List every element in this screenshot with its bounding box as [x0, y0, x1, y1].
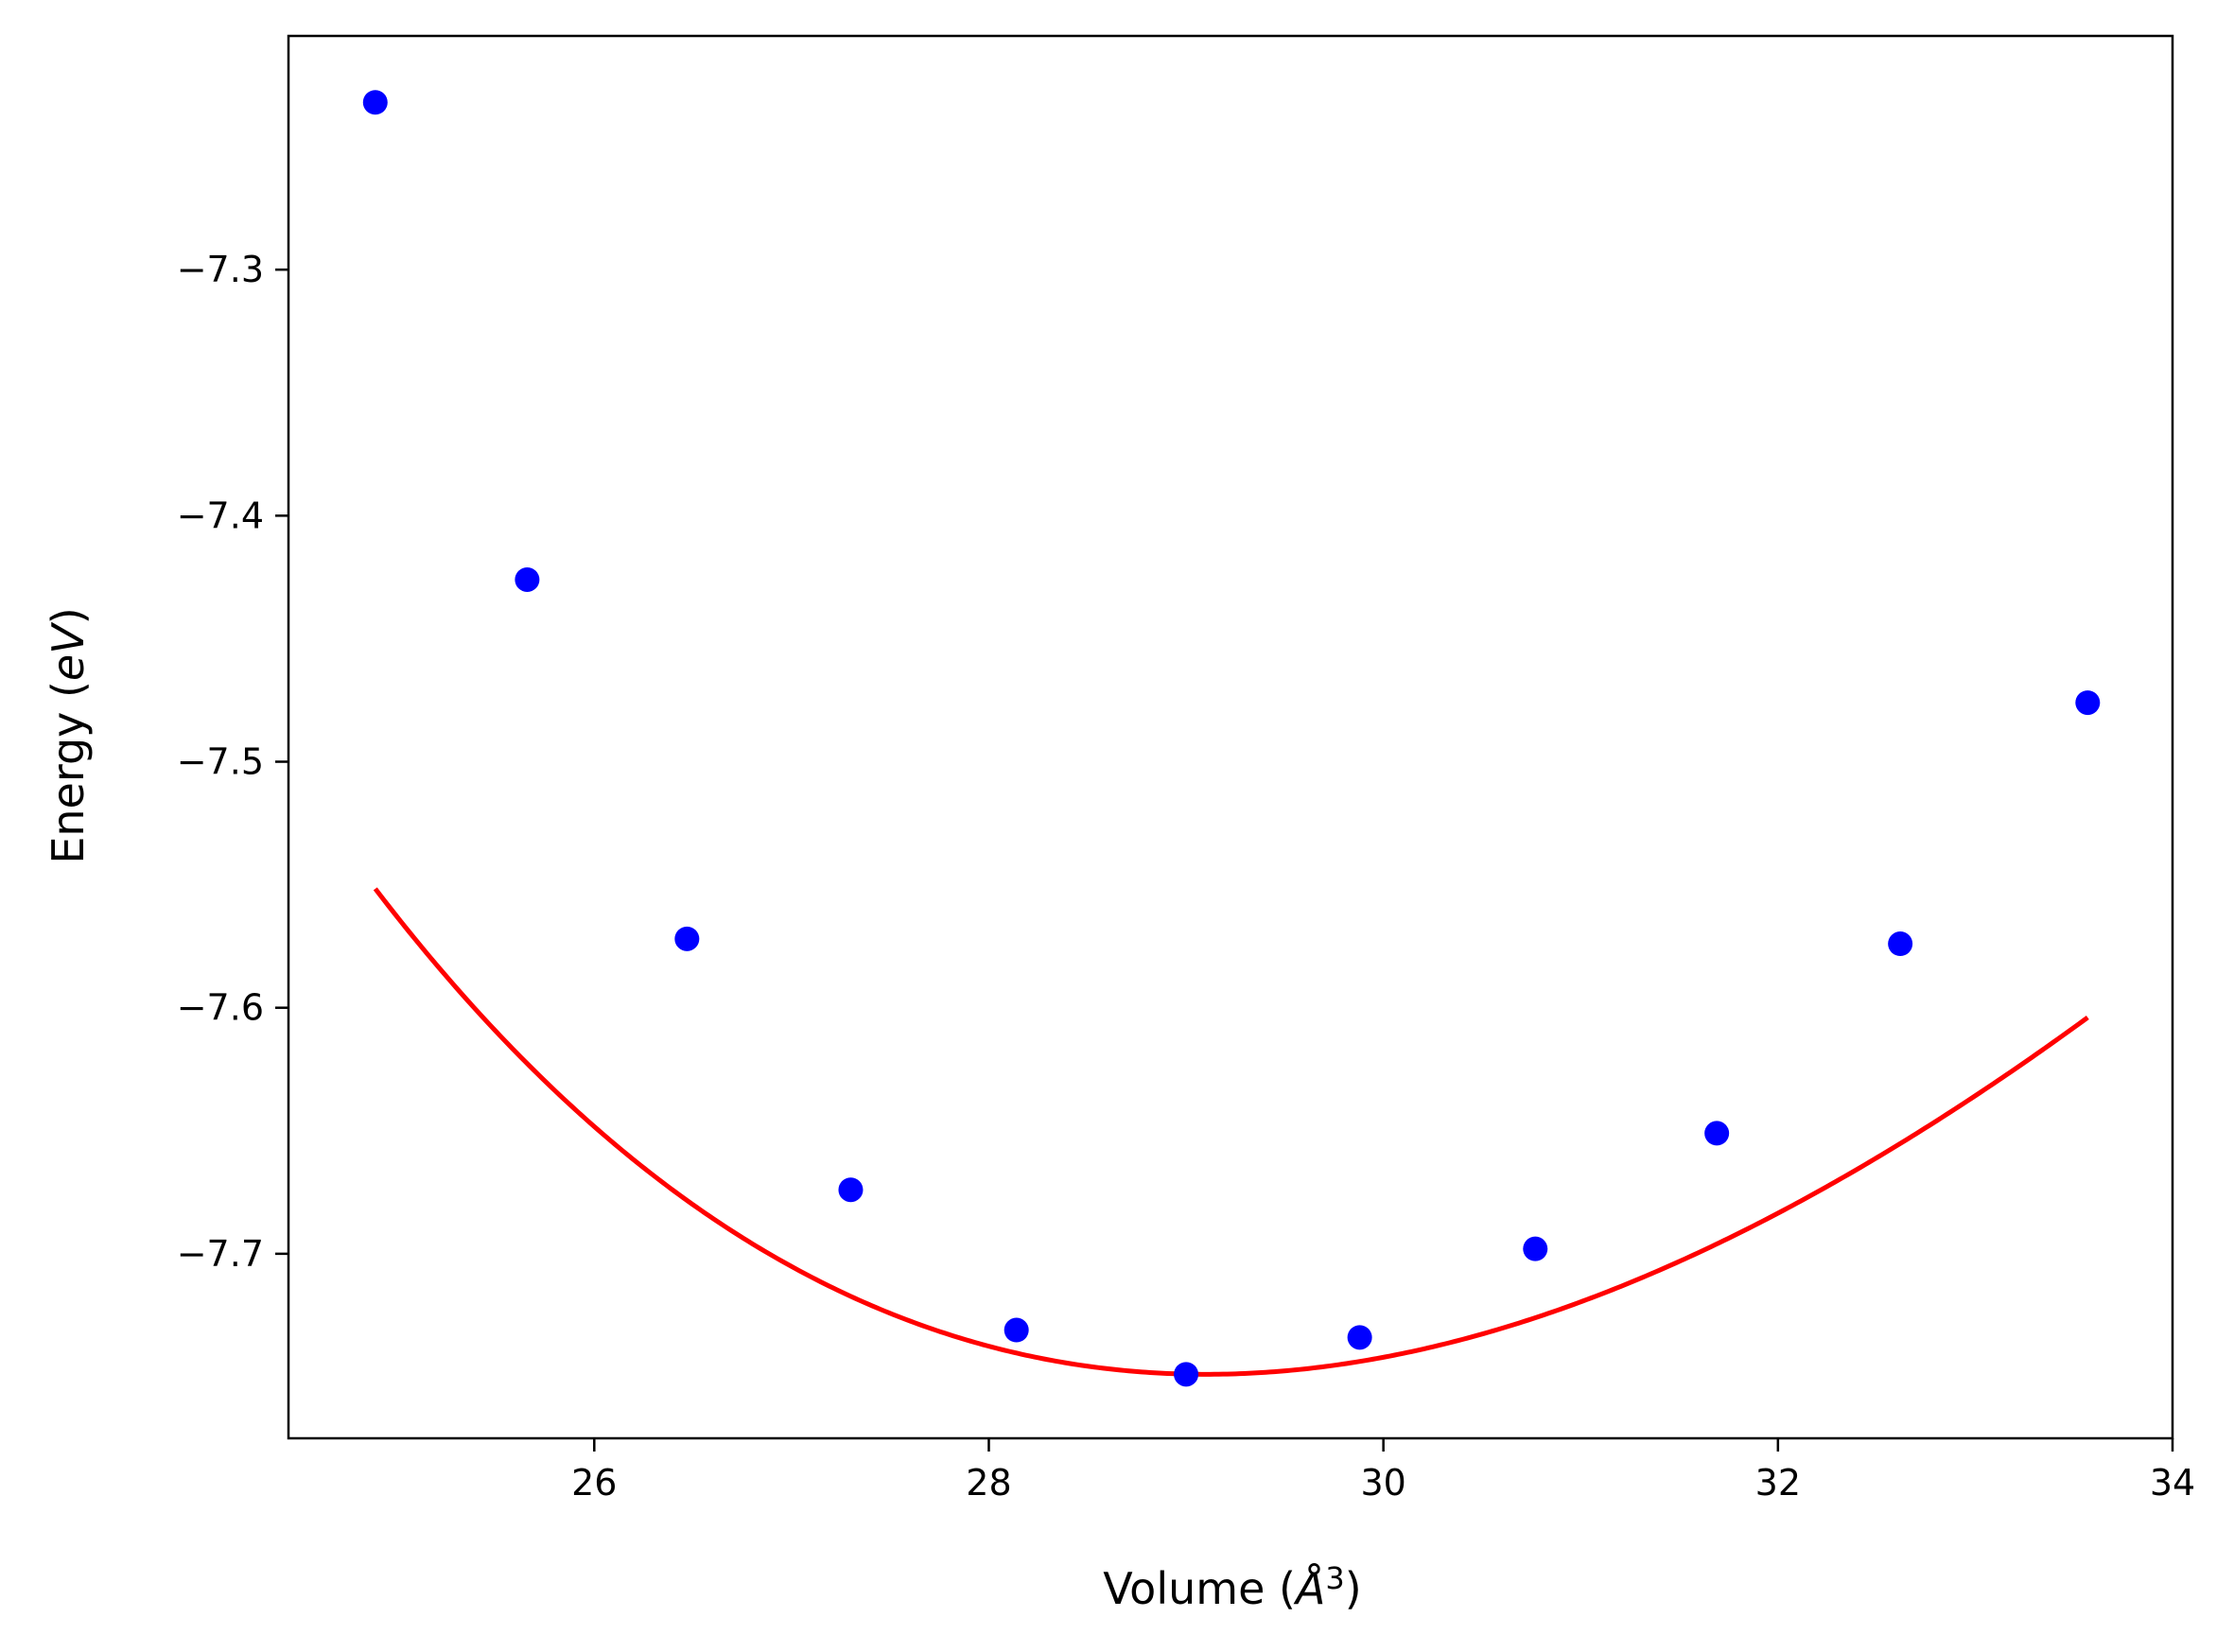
data-point [515, 566, 540, 592]
data-point [674, 926, 700, 951]
y-tick-label: −7.3 [177, 249, 264, 290]
y-axis-label-text-1: Energy ( [43, 681, 94, 864]
y-tick-label: −7.7 [177, 1233, 264, 1275]
x-tick-label: 26 [571, 1462, 617, 1504]
x-axis-label-text-2: Å [1293, 1563, 1325, 1614]
x-tick-label: 34 [2150, 1462, 2195, 1504]
data-point [362, 90, 388, 115]
x-tick-label: 30 [1360, 1462, 1405, 1504]
data-point [1174, 1362, 1199, 1387]
plot-frame [287, 34, 2174, 1440]
y-tick-label: −7.6 [177, 987, 264, 1029]
data-point [1347, 1325, 1372, 1350]
y-axis-label-text-3: ) [43, 607, 94, 624]
x-axis-label-text-3: 3 [1325, 1560, 1344, 1596]
data-point [2075, 690, 2101, 716]
axes: 26 28 30 32 34 −7.3 −7.4 −7.5 −7.6 −7.7 [177, 34, 2195, 1504]
data-point [1888, 931, 1913, 957]
y-axis-label: Energy (eV) [43, 607, 94, 863]
y-axis-label-text-2: eV [43, 621, 94, 681]
data-point [1523, 1236, 1548, 1261]
x-tick-label: 28 [966, 1462, 1011, 1504]
x-tick-label: 32 [1755, 1462, 1801, 1504]
data-point [1704, 1121, 1730, 1146]
data-point [838, 1177, 864, 1203]
y-tick-label: −7.5 [177, 741, 264, 783]
x-axis-label-text-1: Volume ( [1103, 1563, 1296, 1614]
fit-curve [373, 887, 2089, 1377]
data-point [1004, 1317, 1029, 1343]
x-axis-label: Volume (Å3) [1103, 1560, 1361, 1614]
x-axis-label-text-4: ) [1345, 1563, 1362, 1614]
y-tick-label: −7.4 [177, 495, 264, 536]
plot-area [362, 90, 2101, 1387]
